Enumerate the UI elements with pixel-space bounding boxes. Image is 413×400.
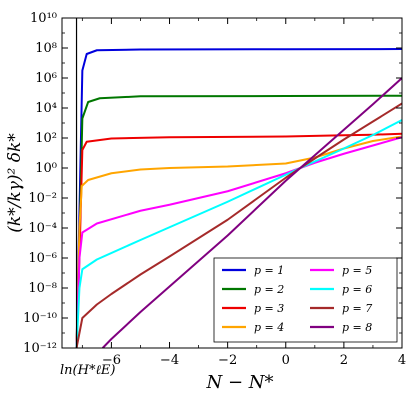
series-line-p8 [101, 77, 402, 348]
legend-label-p2: p = 2 [254, 283, 284, 296]
series-line-p7 [75, 102, 402, 348]
x-axis-label: N − N* [205, 372, 273, 393]
legend-label-p4: p = 4 [254, 321, 284, 334]
x-tick-label: −2 [218, 353, 237, 368]
legend-label-p1: p = 1 [254, 264, 284, 277]
vline-label: ln(H*ℓE) [60, 363, 115, 378]
legend: p = 1 p = 2 p = 3 p = 4 p = 5 p = 6 p = 7 p = 8 [213, 257, 398, 343]
legend-label-p3: p = 3 [254, 302, 284, 315]
x-tick-label: −6 [102, 353, 121, 368]
y-tick-label: 10⁰ [35, 161, 57, 176]
x-tick-label: 2 [340, 353, 348, 368]
y-tick-label: 10⁻² [28, 191, 57, 206]
y-tick-label: 10⁻⁸ [28, 281, 57, 296]
y-tick-label: 10¹⁰ [30, 11, 57, 26]
legend-label-p5: p = 5 [342, 264, 372, 277]
series-line-p5 [75, 136, 402, 348]
legend-label-p8: p = 8 [342, 321, 372, 334]
y-tick-label: 10⁻¹⁰ [23, 311, 57, 326]
y-tick-label: 10⁻¹² [23, 341, 57, 356]
legend-label-p7: p = 7 [342, 302, 372, 315]
x-tick-label: −4 [160, 353, 179, 368]
x-tick-label: 4 [398, 353, 406, 368]
y-tick-label: 10⁻⁶ [28, 251, 57, 266]
y-tick-label: 10⁻⁴ [28, 221, 57, 236]
x-tick-label: 0 [282, 353, 290, 368]
x-axis: −6 −4 −2 0 2 4 [81, 18, 406, 368]
y-tick-label: 10⁶ [35, 71, 57, 86]
y-tick-label: 10⁴ [35, 101, 57, 116]
y-tick-label: 10² [35, 131, 57, 146]
y-tick-label: 10⁸ [35, 41, 57, 56]
series-lines [75, 48, 402, 348]
y-axis: 10⁻¹² 10⁻¹⁰ 10⁻⁸ 10⁻⁶ 10⁻⁴ 10⁻² 10⁰ 10² 10⁴ 10⁶ 10… [23, 11, 402, 356]
series-line-p6 [75, 119, 402, 348]
legend-label-p6: p = 6 [342, 283, 372, 296]
y-axis-label: (k*/kγ)² δk* [5, 133, 25, 233]
